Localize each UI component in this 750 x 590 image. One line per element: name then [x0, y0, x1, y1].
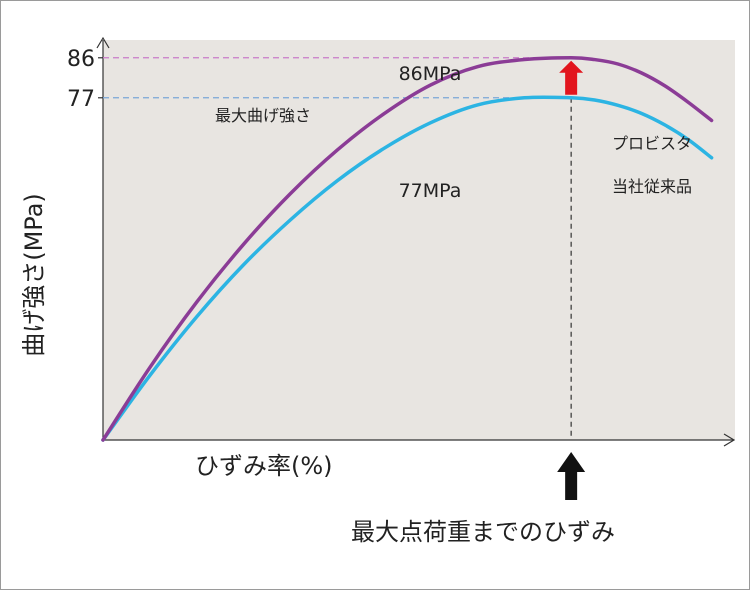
y-axis-arrowhead	[96, 36, 110, 49]
max-strength-label: 最大曲げ強さ	[215, 106, 311, 125]
increase-arrow-icon	[559, 60, 584, 95]
series-line-conventional	[101, 95, 714, 442]
y-tick-label-77: 77	[67, 87, 95, 112]
x-axis-arrowhead	[723, 433, 736, 447]
y-tick-label-86: 86	[67, 47, 95, 72]
lower-value-label: 77MPa	[399, 180, 462, 202]
upper-value-label: 86MPa	[399, 63, 462, 85]
series-label-provista: プロビスタ	[612, 134, 692, 153]
plot-area	[103, 40, 735, 440]
y-axis-title: 曲げ強さ(MPa)	[20, 193, 48, 357]
series-label-conventional: 当社従来品	[612, 177, 692, 196]
peak-strain-arrow-icon	[557, 452, 586, 500]
series-line-provista	[101, 56, 714, 442]
x-axis-title: ひずみ率(%)	[195, 452, 333, 480]
peak-strain-note: 最大点荷重までのひずみ	[351, 518, 615, 546]
